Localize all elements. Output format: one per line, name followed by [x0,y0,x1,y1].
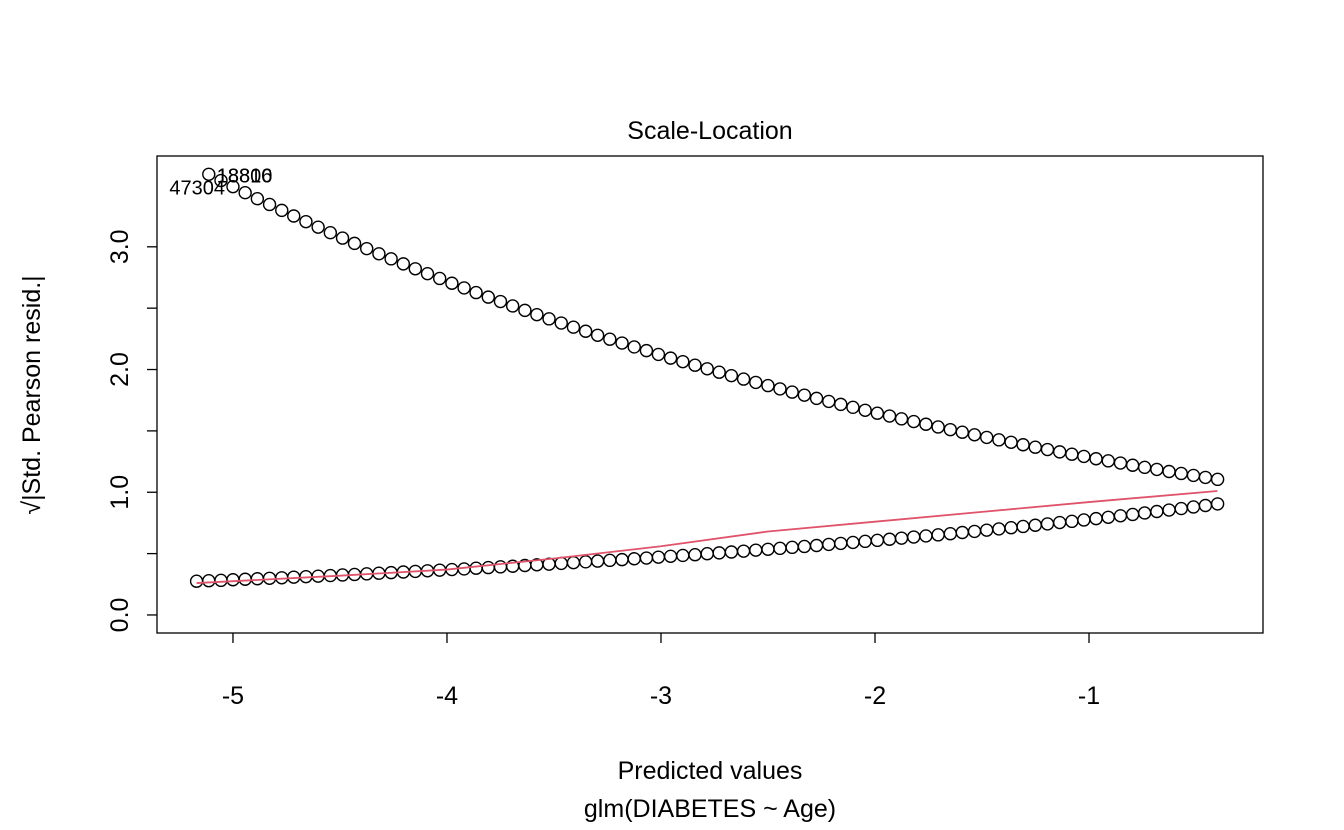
point [420,266,435,281]
point [651,347,666,362]
point [408,262,423,276]
point [1210,472,1225,487]
point [663,351,678,365]
x-axis-label: Predicted values [618,757,803,785]
point [566,320,581,334]
point [676,354,690,369]
point [457,281,471,295]
x-tick-label: -4 [436,682,458,710]
point [724,368,739,383]
point [262,197,277,212]
point [469,285,483,300]
point [590,328,605,342]
point [275,203,289,218]
point [299,214,313,229]
point [858,403,872,417]
point-label: 18806 [217,165,273,187]
point [627,340,641,354]
plot-frame [156,155,1264,634]
point-label: 18810 [217,165,273,187]
point [846,400,860,415]
point [797,388,812,402]
point [894,412,909,426]
y-tick-label: 1.0 [106,475,134,510]
point [505,299,520,313]
point [238,185,252,200]
point [335,231,350,245]
point [481,290,495,304]
y-axis-label: √|Std. Pearson resid.| [18,275,46,514]
point [785,385,799,399]
point [688,358,702,372]
point [749,375,763,390]
point-label: 47304 [169,178,225,200]
point [311,220,325,234]
point [360,241,374,256]
point [226,179,240,194]
point [542,312,556,326]
point [250,192,265,206]
point [347,236,362,251]
point [1210,497,1225,511]
point [202,167,216,181]
y-tick-label: 3.0 [106,229,134,264]
point [287,209,301,223]
y-tick-label: 0.0 [106,598,134,633]
point [603,332,617,346]
point [834,397,848,412]
point [554,316,568,330]
point [907,414,921,429]
point [530,307,544,322]
smooth-line [196,490,1218,584]
x-tick-label: -1 [1078,682,1100,710]
point [761,378,775,393]
x-tick-label: -5 [222,682,244,710]
point [967,428,982,442]
point [578,324,593,338]
point [384,252,398,266]
point [955,425,970,439]
point [396,257,411,271]
point [931,420,945,434]
point [639,343,654,358]
point [372,247,386,261]
point [870,406,885,420]
point [518,303,532,318]
point [615,336,629,350]
point [445,276,459,290]
point [809,391,824,406]
point [214,173,228,188]
point [323,225,338,240]
point [433,271,447,286]
x-tick-label: -2 [864,682,886,710]
y-tick-label: 2.0 [106,352,134,387]
chart-subtitle: glm(DIABETES ~ Age) [584,795,836,823]
point [700,362,714,376]
point [493,294,508,309]
point [773,382,787,396]
point [919,417,933,431]
point [736,372,751,386]
x-tick-label: -3 [650,682,672,710]
chart-title: Scale-Location [627,117,792,145]
point [712,365,726,379]
